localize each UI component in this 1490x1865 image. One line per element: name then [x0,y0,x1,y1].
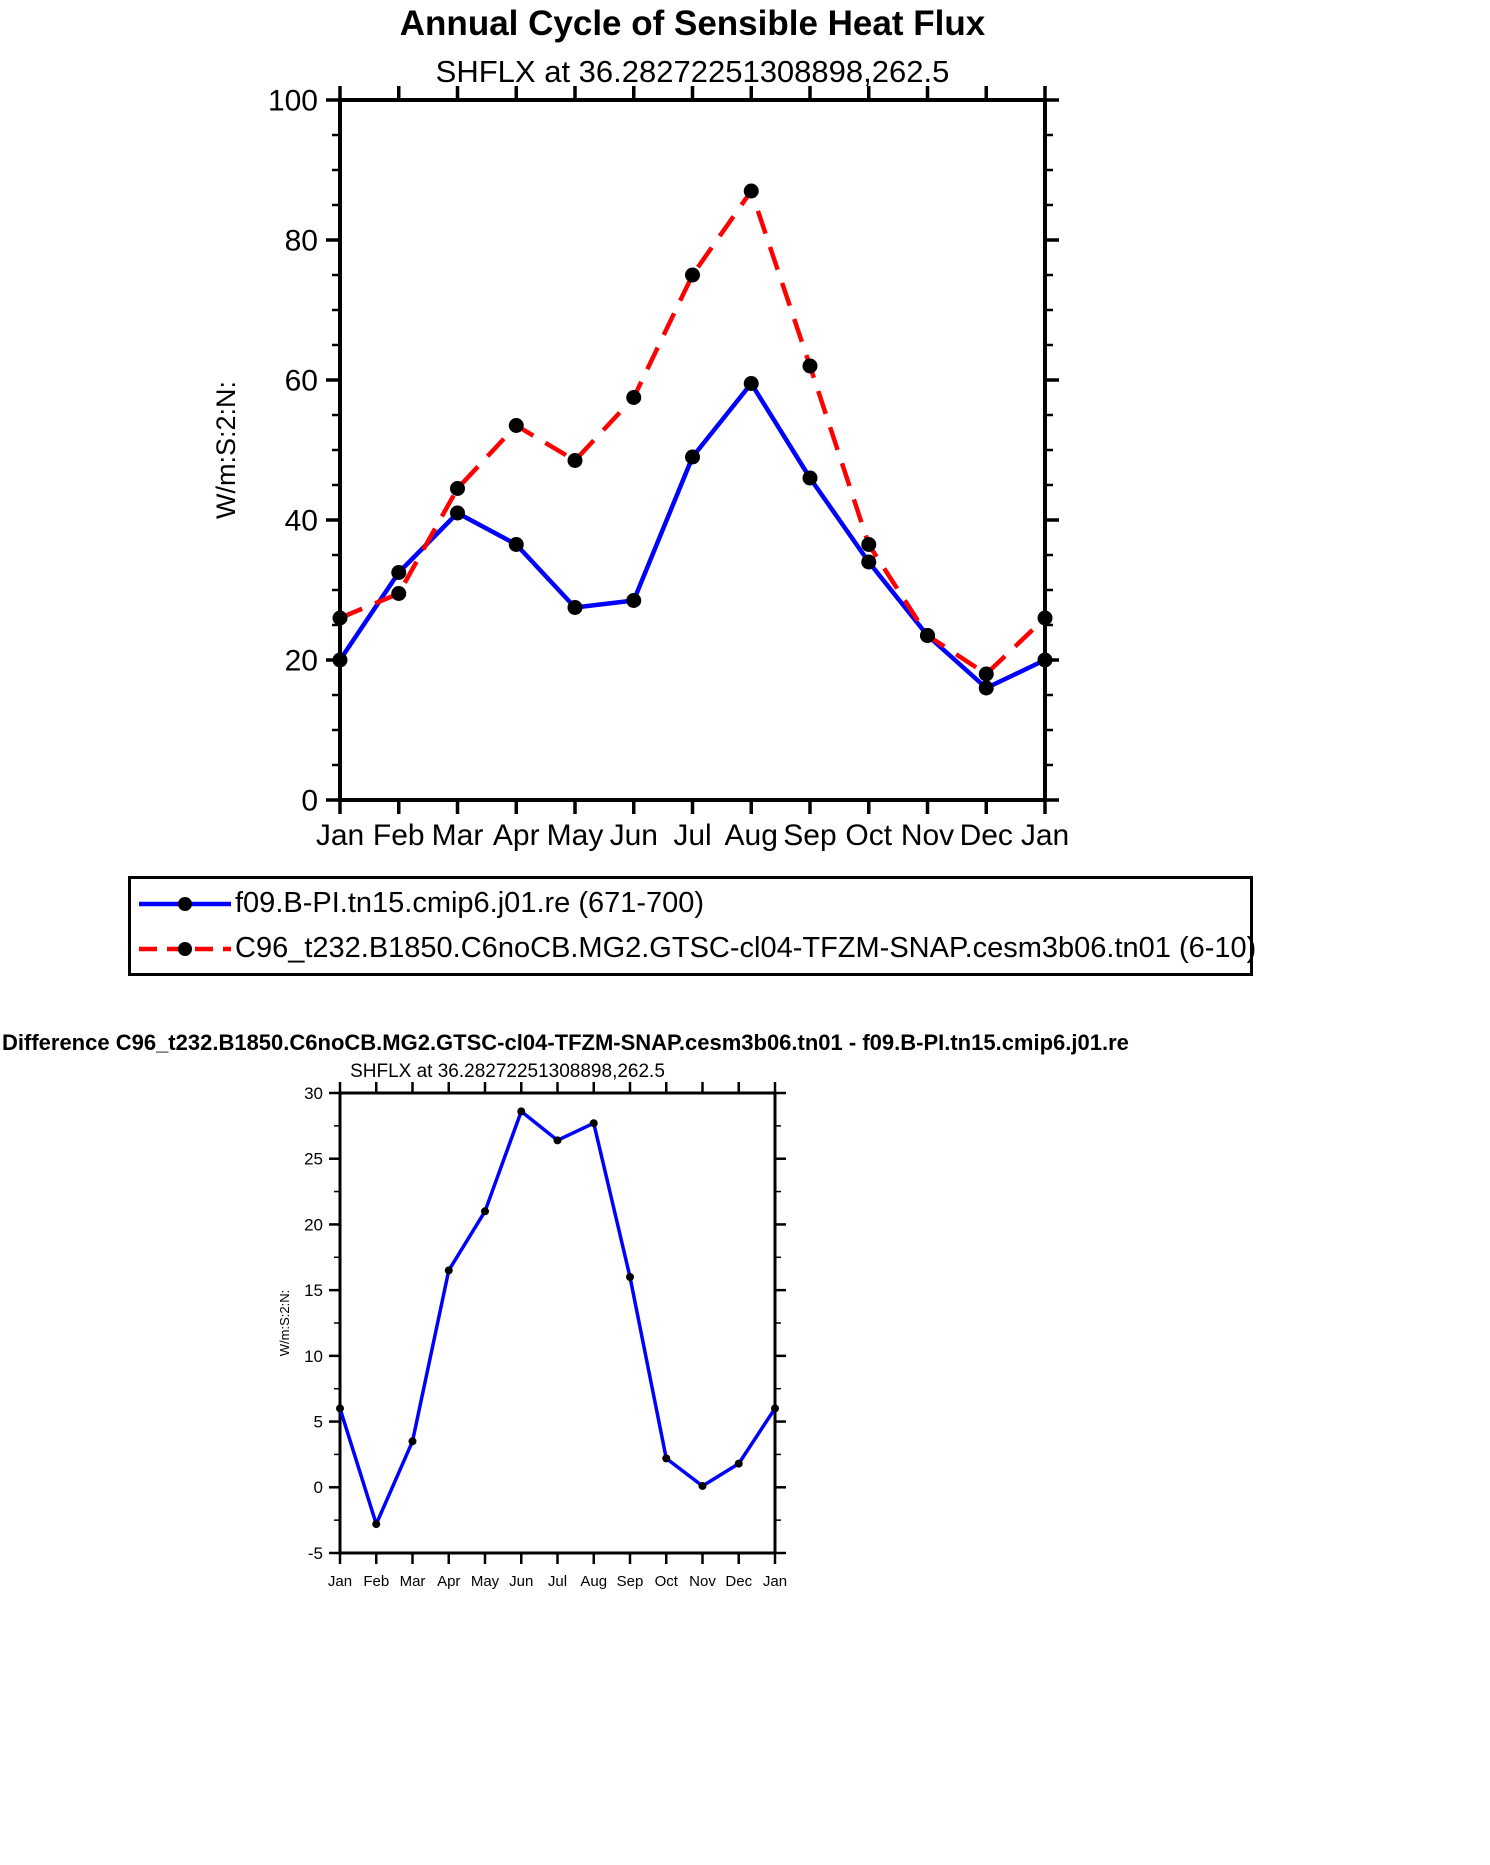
svg-text:20: 20 [285,645,318,678]
svg-text:15: 15 [304,1281,323,1300]
svg-text:20: 20 [304,1215,323,1234]
svg-text:Apr: Apr [493,819,540,852]
diff-chart-title: Difference C96_t232.B1850.C6noCB.MG2.GTS… [2,1030,1129,1055]
svg-text:60: 60 [285,365,318,398]
svg-text:Aug: Aug [580,1573,607,1590]
svg-text:0: 0 [301,785,318,818]
svg-text:Aug: Aug [725,819,778,852]
svg-text:25: 25 [304,1150,323,1169]
svg-text:Sep: Sep [783,819,836,852]
svg-text:W/m:S:2:N:: W/m:S:2:N: [211,381,241,519]
legend-marker-dot [178,941,192,956]
svg-text:Mar: Mar [432,819,484,852]
svg-text:-5: -5 [308,1544,323,1563]
svg-text:0: 0 [314,1478,323,1497]
svg-text:Sep: Sep [617,1573,644,1590]
svg-text:40: 40 [285,505,318,538]
top-chart-subtitle: SHFLX at 36.28272251308898,262.5 [435,54,950,89]
svg-text:Jan: Jan [763,1573,787,1590]
svg-text:Jun: Jun [509,1573,533,1590]
svg-text:30: 30 [304,1084,323,1103]
svg-text:W/m:S:2:N:: W/m:S:2:N: [277,1290,292,1356]
svg-text:Mar: Mar [400,1573,426,1590]
svg-text:Jan: Jan [328,1573,352,1590]
svg-text:Jun: Jun [610,819,658,852]
legend-label-blue: f09.B-PI.tn15.cmip6.j01.re (671-700) [235,887,705,919]
legend-box: f09.B-PI.tn15.cmip6.j01.re (671-700) C96… [128,876,1256,976]
svg-text:5: 5 [314,1413,323,1432]
legend-item-blue: f09.B-PI.tn15.cmip6.j01.re (671-700) [137,883,1244,924]
svg-text:80: 80 [285,225,318,258]
svg-text:100: 100 [268,85,318,118]
legend-item-red: C96_t232.B1850.C6noCB.MG2.GTSC-cl04-TFZM… [137,928,1256,969]
svg-text:Jul: Jul [548,1573,567,1590]
svg-text:Nov: Nov [689,1573,716,1590]
svg-text:Feb: Feb [373,819,425,852]
svg-text:10: 10 [304,1347,323,1366]
legend-sample-blue [139,896,231,911]
legend-marker-dot [178,896,192,911]
svg-text:Dec: Dec [960,819,1013,852]
svg-text:Apr: Apr [437,1573,460,1590]
svg-text:Oct: Oct [845,819,892,852]
legend-sample-red [139,941,231,956]
svg-text:Nov: Nov [901,819,954,852]
top-chart-title: Annual Cycle of Sensible Heat Flux [399,4,986,43]
legend-label-red: C96_t232.B1850.C6noCB.MG2.GTSC-cl04-TFZM… [235,932,1257,964]
diff-chart-subtitle: SHFLX at 36.28272251308898,262.5 [350,1061,665,1082]
svg-text:Dec: Dec [725,1573,752,1590]
svg-text:Jan: Jan [316,819,364,852]
svg-text:Jan: Jan [1021,819,1069,852]
svg-text:Jul: Jul [673,819,711,852]
svg-text:Oct: Oct [655,1573,679,1590]
svg-text:May: May [547,819,604,852]
svg-text:Feb: Feb [363,1573,389,1590]
svg-text:May: May [471,1573,500,1590]
